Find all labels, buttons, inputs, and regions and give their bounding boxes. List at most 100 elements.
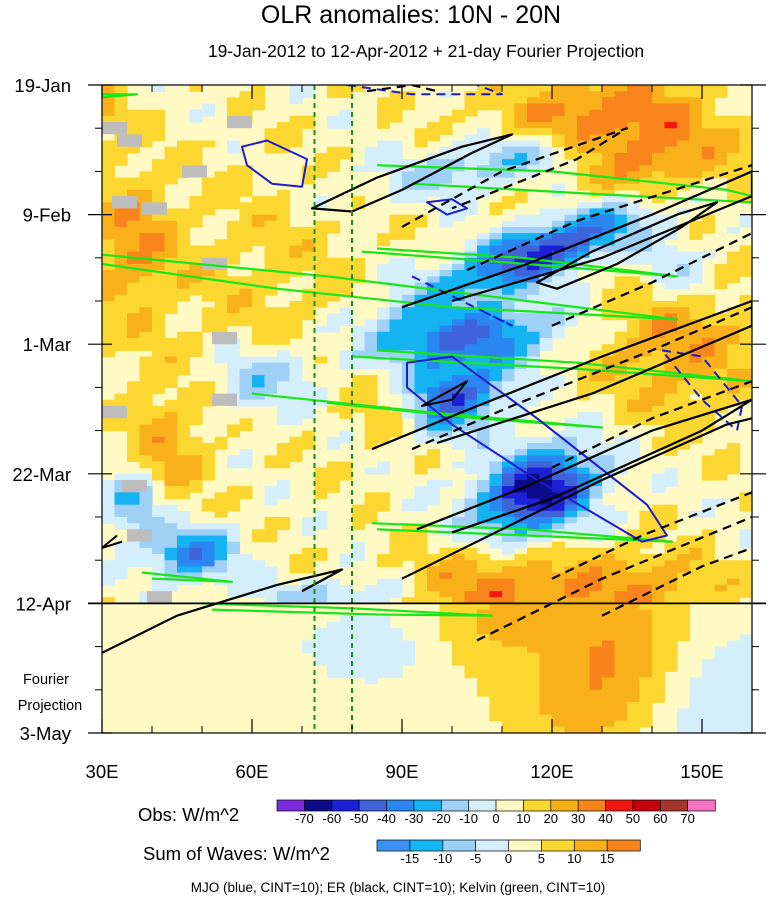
olr-cell — [689, 319, 703, 327]
olr-cell — [252, 313, 266, 321]
olr-cell — [527, 572, 541, 580]
olr-cell — [139, 449, 153, 456]
olr-cell — [239, 387, 253, 395]
olr-cell — [439, 560, 453, 567]
olr-cell — [277, 405, 291, 413]
olr-cell — [727, 165, 741, 172]
colorbar-swatch — [276, 799, 306, 812]
olr-cell — [252, 591, 266, 598]
olr-cell — [202, 541, 216, 549]
olr-cell — [589, 584, 603, 592]
olr-cell — [339, 288, 353, 296]
olr-cell — [264, 461, 278, 469]
olr-cell — [677, 405, 691, 413]
projection-cell — [514, 665, 528, 672]
olr-cell — [452, 171, 466, 179]
olr-cell — [352, 399, 366, 407]
olr-cell — [102, 202, 116, 210]
olr-cell — [227, 226, 241, 234]
olr-cell — [614, 418, 628, 426]
olr-cell — [702, 461, 716, 469]
olr-cell — [289, 449, 303, 456]
olr-cell — [652, 134, 666, 142]
olr-cell — [439, 307, 453, 314]
olr-cell — [489, 387, 503, 395]
projection-cell — [577, 683, 591, 691]
olr-cell — [452, 560, 466, 567]
olr-cell — [339, 122, 353, 129]
olr-cell — [739, 393, 752, 401]
olr-cell — [477, 393, 491, 401]
olr-cell — [527, 85, 541, 92]
olr-cell — [489, 455, 503, 463]
olr-cell — [339, 91, 353, 98]
projection-cell — [589, 615, 603, 623]
projection-cell — [527, 646, 541, 654]
olr-cell — [727, 325, 741, 333]
olr-cell — [627, 436, 641, 444]
olr-cell — [164, 344, 178, 351]
olr-cell — [102, 350, 116, 358]
olr-cell — [689, 270, 703, 277]
olr-cell — [677, 338, 691, 345]
olr-cell — [714, 498, 728, 506]
olr-cell — [502, 486, 516, 493]
olr-cell — [552, 208, 566, 216]
olr-cell — [364, 338, 378, 345]
olr-cell — [552, 455, 566, 463]
olr-cell — [427, 177, 441, 185]
olr-cell — [114, 492, 128, 500]
olr-cell — [414, 313, 428, 321]
olr-cell — [552, 189, 566, 197]
olr-cell — [314, 547, 328, 555]
olr-cell — [489, 301, 503, 308]
olr-cell — [264, 245, 278, 253]
projection-cell — [514, 702, 528, 709]
projection-cell — [489, 677, 503, 685]
olr-cell — [352, 264, 366, 271]
olr-cell — [139, 591, 153, 598]
projection-cell — [452, 615, 466, 623]
olr-cell — [639, 368, 653, 376]
olr-cell — [627, 97, 641, 105]
olr-cell — [602, 245, 616, 253]
olr-cell — [602, 510, 616, 518]
olr-cell — [489, 202, 503, 210]
olr-cell — [614, 449, 628, 456]
olr-cell — [314, 591, 328, 598]
olr-cell — [264, 202, 278, 210]
olr-cell — [539, 517, 553, 524]
olr-cell — [689, 115, 703, 123]
colorbar-tick-label: -30 — [405, 811, 424, 826]
olr-cell — [514, 436, 528, 444]
olr-cell — [614, 338, 628, 345]
olr-cell — [664, 418, 678, 426]
olr-cell — [527, 319, 541, 327]
missing-data-cell — [102, 405, 127, 419]
projection-cell — [552, 603, 566, 611]
olr-cell — [639, 288, 653, 296]
olr-cell — [489, 146, 503, 154]
projection-cell — [552, 634, 566, 642]
olr-cell — [652, 220, 666, 228]
olr-cell — [177, 264, 191, 271]
olr-cell — [152, 449, 166, 456]
projection-cell — [327, 621, 341, 629]
olr-cell — [414, 165, 428, 172]
olr-cell — [427, 486, 441, 493]
projection-cell — [527, 708, 541, 716]
olr-cell — [414, 189, 428, 197]
olr-cell — [602, 202, 616, 210]
projection-cell — [602, 726, 616, 733]
olr-cell — [264, 307, 278, 314]
olr-cell — [239, 233, 253, 240]
olr-cell — [739, 140, 752, 148]
projection-cell — [677, 628, 691, 635]
olr-cell — [502, 498, 516, 506]
olr-cell — [577, 183, 591, 191]
er-contour — [401, 170, 752, 309]
olr-cell — [502, 152, 516, 160]
olr-cell — [614, 91, 628, 98]
olr-cell — [489, 350, 503, 358]
olr-cell — [427, 393, 441, 401]
